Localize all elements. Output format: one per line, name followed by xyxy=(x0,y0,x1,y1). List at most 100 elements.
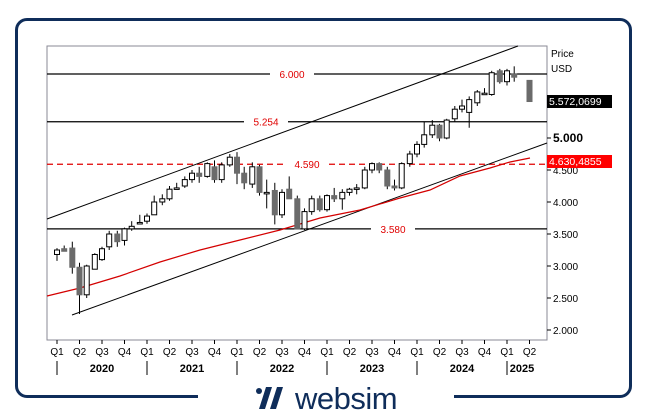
trend-channel xyxy=(46,45,548,316)
x-quarter-label: Q3 xyxy=(185,347,199,358)
y-axis: 2.000 2.500 3.000 3.500 4.000 4.500 5.000 xyxy=(547,131,583,337)
x-quarter-label: Q1 xyxy=(500,347,514,358)
candle xyxy=(99,248,105,261)
candle xyxy=(54,249,60,255)
x-quarter-label: Q2 xyxy=(433,347,447,358)
candle xyxy=(91,253,98,270)
axis-title-price: Price xyxy=(551,49,574,60)
candle xyxy=(526,79,533,103)
candle xyxy=(436,124,443,139)
level-label: 3.580 xyxy=(380,225,405,236)
y-tick-label: 4.000 xyxy=(553,198,578,209)
plot-area xyxy=(46,45,548,341)
last-price-label: 5.572,0699 xyxy=(549,96,602,108)
x-quarter-label: Q2 xyxy=(343,347,357,358)
brand-logo: websim xyxy=(198,380,454,416)
candle xyxy=(361,169,368,189)
x-quarter-label: Q3 xyxy=(455,347,469,358)
candle xyxy=(353,187,360,190)
candle xyxy=(136,221,143,225)
y-tick-label: 5.000 xyxy=(553,131,583,145)
candle xyxy=(376,163,383,171)
x-quarter-label: Q3 xyxy=(365,347,379,358)
candle xyxy=(166,188,173,200)
candle xyxy=(316,198,323,211)
ma-value-badge: 4.630,4855 xyxy=(547,155,612,168)
candle xyxy=(173,187,180,190)
candle xyxy=(308,198,315,213)
x-quarter-label: Q1 xyxy=(140,347,154,358)
candle xyxy=(451,108,458,120)
x-year-label: 2025 xyxy=(510,363,534,375)
candle xyxy=(339,191,346,200)
y-tick-label: 3.500 xyxy=(553,230,578,241)
y-tick-label: 3.000 xyxy=(553,262,578,273)
candle xyxy=(128,225,135,230)
x-quarter-label: Q1 xyxy=(230,347,244,358)
candle xyxy=(121,228,128,241)
candle xyxy=(256,166,263,193)
x-quarter-label: Q2 xyxy=(73,347,87,358)
x-year-label: 2023 xyxy=(360,363,384,375)
x-quarter-label: Q4 xyxy=(388,347,402,358)
y-tick-label: 2.500 xyxy=(553,294,578,305)
candle xyxy=(181,179,188,187)
axis-title-currency: USD xyxy=(551,64,572,75)
x-quarter-label: Q1 xyxy=(320,347,334,358)
candle xyxy=(398,163,405,189)
candle xyxy=(414,143,420,155)
candle xyxy=(421,134,428,145)
candle xyxy=(226,156,233,166)
candle xyxy=(114,233,121,243)
x-axis: Q1 Q2 Q3 Q4 Q1 Q2 Q3 Q4 Q1 Q2 Q3 Q4 Q1 Q2 Q3 Q4 Q1 Q2 Q3 Q4… xyxy=(50,340,537,375)
candle xyxy=(474,91,481,104)
candle xyxy=(369,163,375,171)
x-year-label: 2020 xyxy=(90,363,114,375)
candle xyxy=(151,201,158,216)
candle xyxy=(106,233,113,248)
websim-logo-icon xyxy=(255,387,283,409)
candle xyxy=(218,164,225,181)
x-year-label: 2021 xyxy=(180,363,204,375)
moving-average-line xyxy=(46,157,531,297)
candle xyxy=(196,172,203,177)
candle xyxy=(443,119,450,139)
channel-lower xyxy=(71,142,548,316)
candle xyxy=(279,191,285,216)
candle xyxy=(496,70,503,83)
channel-upper xyxy=(46,45,519,220)
x-quarter-label: Q3 xyxy=(95,347,109,358)
last-price-badge: 5.572,0699 xyxy=(547,95,612,108)
candle xyxy=(249,166,256,185)
candle xyxy=(61,248,68,252)
level-label: 6.000 xyxy=(279,70,304,81)
x-quarter-label: Q2 xyxy=(253,347,267,358)
candle xyxy=(286,188,293,200)
x-year-label: 2022 xyxy=(270,363,294,375)
candle xyxy=(488,72,495,95)
candle xyxy=(211,166,218,181)
y-tick-label: 4.500 xyxy=(553,166,578,177)
candle xyxy=(144,215,150,222)
candle xyxy=(346,188,353,193)
candle xyxy=(391,185,398,189)
candle xyxy=(459,105,465,110)
candle xyxy=(384,169,391,187)
candle xyxy=(189,172,195,181)
x-quarter-label: Q3 xyxy=(275,347,289,358)
level-label: 5.254 xyxy=(253,118,278,129)
candle xyxy=(83,265,90,296)
x-quarter-label: Q4 xyxy=(118,347,132,358)
candle xyxy=(241,172,248,184)
candle xyxy=(406,153,413,165)
candlesticks xyxy=(54,66,533,314)
x-quarter-label: Q2 xyxy=(523,347,537,358)
candle xyxy=(76,266,83,296)
x-year-label: 2024 xyxy=(450,363,475,375)
brand-name: websim xyxy=(294,380,398,416)
x-quarter-label: Q4 xyxy=(208,347,222,358)
candle xyxy=(301,211,308,230)
candle xyxy=(481,92,488,96)
candle xyxy=(511,73,518,78)
